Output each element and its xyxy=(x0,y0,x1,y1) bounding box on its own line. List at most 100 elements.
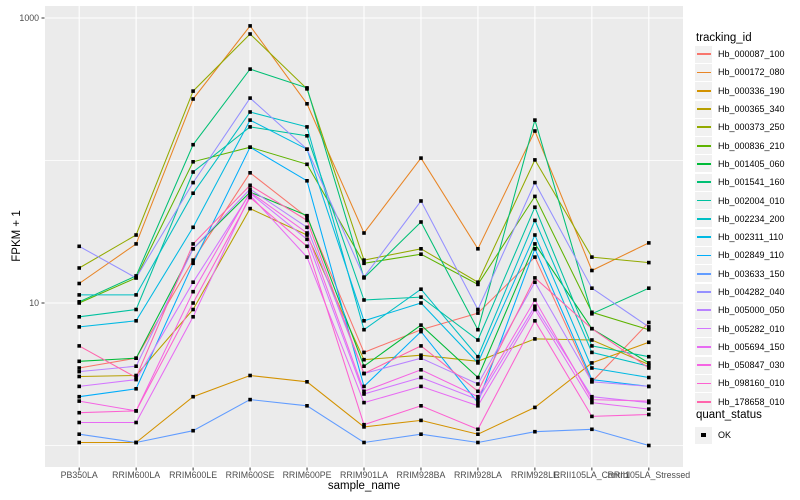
data-point xyxy=(533,218,537,223)
data-point xyxy=(362,371,366,376)
data-point xyxy=(362,350,366,355)
x-tick-label: RRIM600LE xyxy=(169,470,217,480)
quant-key-point xyxy=(701,432,706,438)
data-point xyxy=(476,389,480,394)
data-point xyxy=(476,375,480,380)
legend-items: Hb_000087_100 Hb_000172_080 Hb_000336_190 H… xyxy=(695,45,785,411)
data-point xyxy=(533,280,537,284)
data-point xyxy=(419,404,423,408)
data-point xyxy=(305,380,309,384)
data-point xyxy=(248,24,252,28)
data-point xyxy=(647,361,651,365)
data-point xyxy=(476,427,480,432)
data-point xyxy=(134,387,138,391)
legend-item: Hb_050847_030 xyxy=(695,356,785,374)
data-point xyxy=(134,364,138,368)
legend-item: Hb_000172_080 xyxy=(695,63,785,81)
data-point xyxy=(248,32,252,36)
legend-key-swatch xyxy=(695,118,712,136)
data-point xyxy=(77,374,81,379)
data-point xyxy=(248,145,252,149)
legend-item-label: Hb_000365_340 xyxy=(718,104,785,115)
data-point xyxy=(305,244,309,249)
data-point xyxy=(419,353,423,357)
legend-item-label: Hb_003633_150 xyxy=(718,268,785,279)
data-point xyxy=(419,418,423,423)
data-point xyxy=(476,354,480,359)
data-point xyxy=(419,156,423,160)
legend-key-line xyxy=(696,199,711,202)
data-point xyxy=(305,147,309,151)
data-point xyxy=(134,293,138,297)
legend-key-swatch xyxy=(695,356,712,374)
legend-item-label: Hb_002004_010 xyxy=(718,195,785,206)
legend-item: Hb_005282_010 xyxy=(695,319,785,338)
data-point xyxy=(647,325,651,329)
data-point xyxy=(362,364,366,368)
data-point xyxy=(533,304,537,308)
data-point xyxy=(476,282,480,287)
data-point xyxy=(248,67,252,71)
legend-item-label: Hb_002311_110 xyxy=(718,232,784,243)
data-point xyxy=(590,350,594,355)
legend-key-line xyxy=(696,382,711,385)
data-point xyxy=(134,373,138,378)
data-point xyxy=(419,323,423,327)
data-point xyxy=(77,420,81,425)
legend-key-swatch xyxy=(695,192,712,210)
legend-item-label: Hb_005282_010 xyxy=(718,323,785,334)
legend-key-swatch xyxy=(695,173,712,191)
data-point xyxy=(533,247,537,251)
data-point xyxy=(191,307,195,312)
legend-item-label: Hb_000373_250 xyxy=(718,122,785,133)
data-point xyxy=(134,233,138,237)
data-point xyxy=(305,231,309,235)
data-point xyxy=(134,242,138,246)
legend-item-label: Hb_001405_060 xyxy=(718,158,785,169)
legend-key-swatch xyxy=(695,301,712,319)
data-point xyxy=(362,258,366,262)
data-point xyxy=(362,327,366,332)
data-point xyxy=(248,187,252,191)
data-point xyxy=(419,344,423,348)
data-point xyxy=(590,326,594,331)
data-point xyxy=(590,414,594,419)
data-point xyxy=(533,194,537,199)
legend-key-swatch xyxy=(695,374,712,392)
x-axis-title: sample_name xyxy=(327,480,401,492)
data-point xyxy=(419,247,423,251)
data-point xyxy=(362,275,366,279)
data-point xyxy=(647,241,651,245)
data-point xyxy=(191,289,195,294)
legend-item-label: Hb_004282_040 xyxy=(718,287,785,297)
x-tick-label: RRIM600LA xyxy=(112,470,160,480)
data-point xyxy=(134,375,138,380)
data-point xyxy=(248,397,252,402)
data-point xyxy=(647,399,651,403)
data-point xyxy=(77,399,81,403)
data-point xyxy=(590,394,594,399)
data-point xyxy=(248,193,252,198)
legend-key-line xyxy=(696,53,711,56)
data-point xyxy=(533,180,537,185)
legend-key-line xyxy=(696,163,711,165)
legend-key-swatch xyxy=(695,137,712,155)
data-point xyxy=(191,261,195,266)
data-point xyxy=(476,361,480,365)
data-point xyxy=(647,443,651,448)
data-point xyxy=(590,400,594,405)
data-point xyxy=(77,281,81,286)
data-point xyxy=(248,125,252,129)
data-point xyxy=(419,375,423,380)
data-point xyxy=(419,287,423,291)
data-point xyxy=(647,412,651,417)
data-point xyxy=(134,409,138,413)
legend-item-label: Hb_002849_110 xyxy=(718,250,784,261)
data-point xyxy=(191,89,195,93)
data-point xyxy=(590,427,594,432)
legend-item-label: Hb_098160_010 xyxy=(718,378,785,389)
data-point xyxy=(419,301,423,305)
data-point xyxy=(419,220,423,224)
legend-item: Hb_003633_150 xyxy=(695,265,785,283)
